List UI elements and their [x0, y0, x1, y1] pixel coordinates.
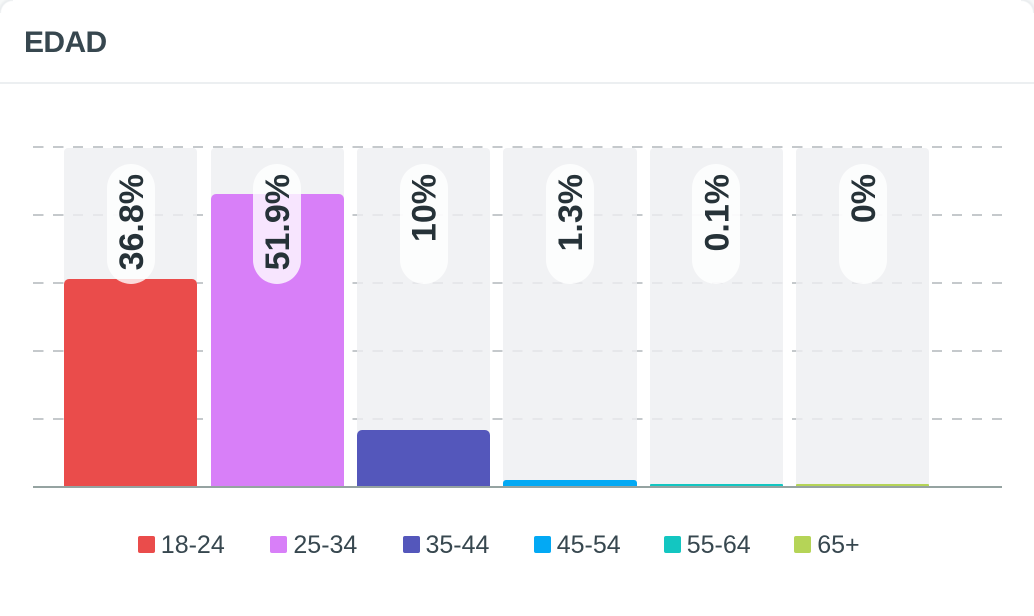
svg-text:0.1%: 0.1% — [698, 174, 736, 252]
svg-text:51.9%: 51.9% — [259, 174, 297, 270]
svg-text:36.8%: 36.8% — [113, 174, 151, 270]
svg-text:10%: 10% — [406, 174, 444, 242]
svg-text:1.3%: 1.3% — [552, 174, 590, 252]
svg-text:0%: 0% — [845, 174, 883, 223]
